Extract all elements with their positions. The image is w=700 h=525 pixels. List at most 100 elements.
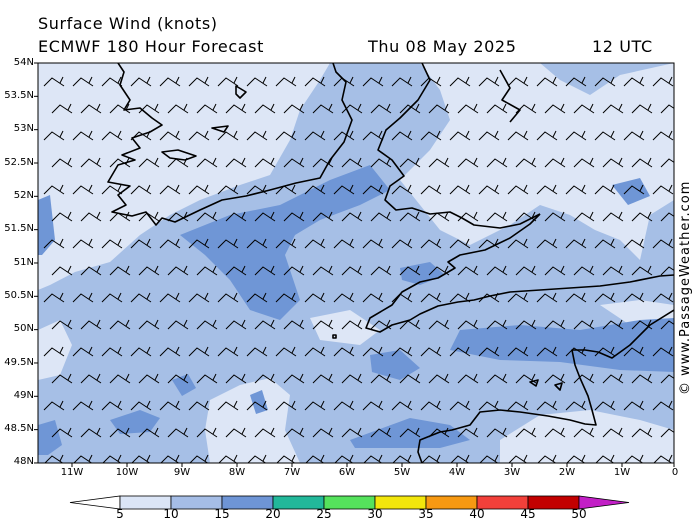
- wind-barb: [370, 427, 392, 438]
- wind-barb: [573, 265, 595, 276]
- coastline: [107, 63, 674, 463]
- wind-barb: [109, 211, 131, 222]
- wind-barb: [225, 157, 247, 168]
- wind-barb: [72, 130, 94, 141]
- wind-barb: [399, 157, 421, 168]
- lon-label: 10W: [115, 467, 139, 478]
- lat-label: 53N: [13, 123, 34, 134]
- lon-label: 0: [671, 467, 679, 478]
- wind-barb: [246, 292, 268, 303]
- wind-barb: [283, 157, 305, 168]
- wind-barb: [565, 292, 587, 303]
- wind-barb: [341, 319, 363, 330]
- wind-barb: [660, 104, 674, 114]
- wind-barb: [130, 238, 152, 249]
- coast-wales-north: [499, 69, 521, 123]
- wind-band-15-20: [172, 374, 196, 396]
- lat-label: 49.5N: [4, 357, 34, 368]
- wind-barb: [594, 238, 616, 249]
- wind-barb: [44, 454, 64, 463]
- wind-barb: [544, 319, 566, 330]
- wind-barb: [399, 373, 421, 384]
- wind-barb: [43, 130, 65, 141]
- wind-barb: [594, 346, 616, 357]
- wind-barb: [254, 211, 276, 222]
- wind-barb: [420, 292, 442, 303]
- wind-barb: [428, 373, 450, 384]
- wind-barb: [80, 103, 102, 114]
- wind-barb: [217, 130, 239, 141]
- wind-barb: [421, 454, 441, 463]
- wind-barb: [507, 238, 529, 249]
- wind-barb: [109, 373, 131, 384]
- wind-barb: [478, 184, 500, 195]
- wind-barb: [602, 211, 624, 222]
- wind-barb: [399, 265, 421, 276]
- wind-barb: [449, 292, 471, 303]
- wind-barb: [283, 319, 305, 330]
- wind-barbs: [43, 76, 674, 463]
- wind-barb: [109, 427, 131, 438]
- wind-barb: [566, 454, 586, 463]
- wind-barb: [362, 238, 384, 249]
- wind-barb: [130, 130, 152, 141]
- wind-barb: [544, 157, 566, 168]
- wind-barb: [631, 373, 653, 384]
- wind-barb: [428, 211, 450, 222]
- wind-barb: [478, 346, 500, 357]
- wind-barb: [623, 400, 645, 411]
- wind-barb: [217, 292, 239, 303]
- lat-label: 48N: [13, 456, 34, 467]
- wind-barb: [275, 292, 297, 303]
- wind-barb: [508, 454, 528, 463]
- wind-barb: [167, 157, 189, 168]
- wind-barb: [254, 427, 276, 438]
- wind-barb: [420, 76, 442, 87]
- wind-barb: [486, 103, 508, 114]
- wind-barb: [131, 454, 151, 463]
- wind-barb: [362, 346, 384, 357]
- wind-barb: [246, 400, 268, 411]
- wind-barb: [167, 265, 189, 276]
- wind-barb: [246, 184, 268, 195]
- wind-barb: [391, 238, 413, 249]
- wind-barb: [391, 346, 413, 357]
- wind-barb: [275, 400, 297, 411]
- wind-barb: [159, 292, 181, 303]
- wind-barb: [51, 373, 73, 384]
- wind-barb: [420, 400, 442, 411]
- wind-barb: [450, 454, 470, 463]
- lat-label: 52N: [13, 190, 34, 201]
- wind-barb: [188, 184, 210, 195]
- wind-barb: [130, 76, 152, 87]
- wind-barb: [399, 319, 421, 330]
- wind-barb: [391, 76, 413, 87]
- wind-barb: [102, 454, 122, 463]
- wind-barb: [457, 427, 479, 438]
- wind-barb: [594, 130, 616, 141]
- wind-barb: [536, 238, 558, 249]
- wind-barb: [167, 427, 189, 438]
- wind-barb: [72, 76, 94, 87]
- wind-barb: [565, 130, 587, 141]
- wind-barb: [159, 130, 181, 141]
- wind-barb: [189, 454, 209, 463]
- wind-barb: [101, 238, 123, 249]
- wind-barb: [72, 238, 94, 249]
- wind-barb: [565, 346, 587, 357]
- wind-barb: [341, 103, 363, 114]
- lon-label: 2W: [558, 467, 576, 478]
- wind-barb: [51, 265, 73, 276]
- colorbar-label: 30: [367, 507, 383, 521]
- wind-barb: [333, 292, 355, 303]
- coast-normandy: [417, 309, 674, 463]
- wind-barb: [80, 265, 102, 276]
- wind-barb: [246, 238, 268, 249]
- wind-barb: [486, 373, 508, 384]
- colorbar-label: 5: [116, 507, 124, 521]
- wind-band-15-20: [370, 350, 420, 380]
- wind-barb: [652, 400, 674, 411]
- wind-barb: [254, 373, 276, 384]
- wind-barb: [507, 292, 529, 303]
- wind-barb: [130, 292, 152, 303]
